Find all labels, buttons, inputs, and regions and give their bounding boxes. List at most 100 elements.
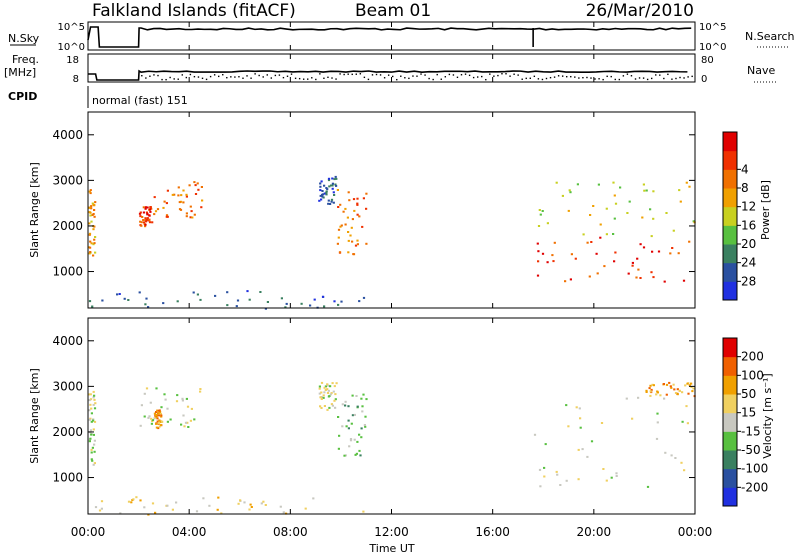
echo-cell bbox=[161, 420, 164, 423]
echo-cell bbox=[249, 503, 252, 506]
echo-cell bbox=[166, 420, 169, 423]
echo-cell bbox=[656, 412, 659, 415]
nave-dot bbox=[379, 74, 382, 76]
echo-cell bbox=[280, 297, 283, 300]
echo-cell bbox=[651, 383, 654, 386]
echo-cell bbox=[673, 388, 676, 391]
nave-dot bbox=[541, 78, 544, 81]
echo-cell bbox=[322, 196, 325, 199]
echo-cell bbox=[260, 502, 263, 505]
echo-cell bbox=[337, 228, 341, 231]
echo-cell bbox=[682, 279, 686, 282]
echo-cell bbox=[92, 428, 95, 431]
echo-cell bbox=[541, 210, 544, 212]
nave-dot bbox=[165, 78, 167, 81]
echo-cell bbox=[226, 304, 229, 307]
nave-dot bbox=[335, 78, 337, 80]
echo-cell bbox=[89, 192, 92, 195]
echo-cell bbox=[322, 193, 325, 196]
echo-cell bbox=[139, 215, 142, 218]
nave-dot bbox=[489, 73, 491, 75]
colorbar-tick-label: 15 bbox=[741, 406, 756, 420]
echo-cell bbox=[625, 397, 628, 400]
nave-dot bbox=[173, 78, 175, 80]
echo-cell bbox=[157, 412, 160, 415]
echo-cell bbox=[92, 254, 95, 257]
echo-cell bbox=[614, 251, 617, 254]
echo-cell bbox=[612, 181, 615, 184]
echo-cell bbox=[543, 466, 546, 469]
echo-cell bbox=[190, 407, 193, 410]
echo-cell bbox=[199, 388, 202, 390]
x-tick-label: 20:00 bbox=[577, 525, 612, 539]
echo-cell bbox=[543, 475, 546, 478]
echo-cell bbox=[187, 426, 190, 428]
echo-cell bbox=[586, 241, 589, 244]
echo-cell bbox=[663, 280, 666, 283]
echo-cell bbox=[151, 419, 155, 422]
echo-cell bbox=[657, 250, 661, 253]
echo-cell bbox=[138, 212, 142, 215]
nave-dot bbox=[521, 78, 523, 80]
echo-cell bbox=[193, 418, 196, 421]
y-tick-label: 4000 bbox=[52, 128, 83, 142]
echo-cell bbox=[323, 386, 326, 389]
echo-cell bbox=[326, 188, 329, 191]
nave-dot bbox=[242, 77, 244, 79]
freq-bottom: 8 bbox=[73, 74, 79, 85]
echo-cell bbox=[93, 398, 96, 401]
echo-cell bbox=[285, 302, 288, 305]
echo-cell bbox=[645, 389, 648, 392]
echo-cell bbox=[575, 406, 578, 409]
echo-cell bbox=[347, 251, 350, 254]
echo-cell bbox=[576, 183, 579, 186]
nave-dot bbox=[392, 75, 394, 78]
echo-cell bbox=[569, 191, 572, 194]
echo-cell bbox=[327, 179, 331, 182]
colorbar-segment bbox=[723, 225, 737, 245]
nsearch-right-bottom: 10^0 bbox=[699, 42, 726, 53]
echo-cell bbox=[153, 412, 156, 415]
nave-top: 80 bbox=[701, 55, 714, 66]
echo-cell bbox=[93, 209, 96, 211]
freq-units: [MHz] bbox=[4, 66, 36, 79]
echo-cell bbox=[341, 425, 344, 428]
echo-cell bbox=[337, 447, 340, 450]
echo-cell bbox=[326, 388, 329, 391]
echo-cell bbox=[93, 242, 96, 245]
echo-cell bbox=[665, 212, 668, 214]
echo-cell bbox=[90, 407, 93, 410]
echo-cell bbox=[688, 185, 691, 188]
echo-cell bbox=[90, 433, 93, 436]
echo-cell bbox=[144, 206, 148, 209]
echo-cell bbox=[163, 200, 166, 203]
echo-cell bbox=[350, 226, 353, 229]
echo-cell bbox=[140, 221, 143, 224]
echo-cell bbox=[637, 396, 640, 399]
echo-cell bbox=[143, 506, 146, 509]
echo-cell bbox=[156, 208, 160, 211]
echo-cell bbox=[578, 407, 581, 410]
echo-cell bbox=[676, 388, 679, 391]
echo-cell bbox=[147, 513, 150, 516]
echo-cell bbox=[551, 254, 554, 257]
colorbar-segment bbox=[723, 188, 737, 208]
echo-cell bbox=[282, 511, 285, 514]
echo-cell bbox=[149, 401, 152, 404]
echo-cell bbox=[642, 246, 646, 249]
echo-cell bbox=[332, 191, 335, 194]
nave-dot bbox=[533, 75, 536, 78]
echo-cell bbox=[361, 410, 364, 413]
colorbar-segment bbox=[723, 262, 737, 282]
echo-cell bbox=[324, 389, 327, 391]
echo-cell bbox=[144, 207, 147, 210]
echo-cell bbox=[214, 294, 217, 297]
echo-cell bbox=[645, 391, 648, 393]
echo-cell bbox=[365, 398, 368, 401]
echo-cell bbox=[154, 414, 158, 416]
echo-cell bbox=[159, 410, 162, 413]
nsky-trace bbox=[87, 26, 692, 48]
echo-cell bbox=[88, 300, 92, 303]
echo-cell bbox=[318, 199, 321, 202]
echo-cell bbox=[553, 241, 556, 244]
